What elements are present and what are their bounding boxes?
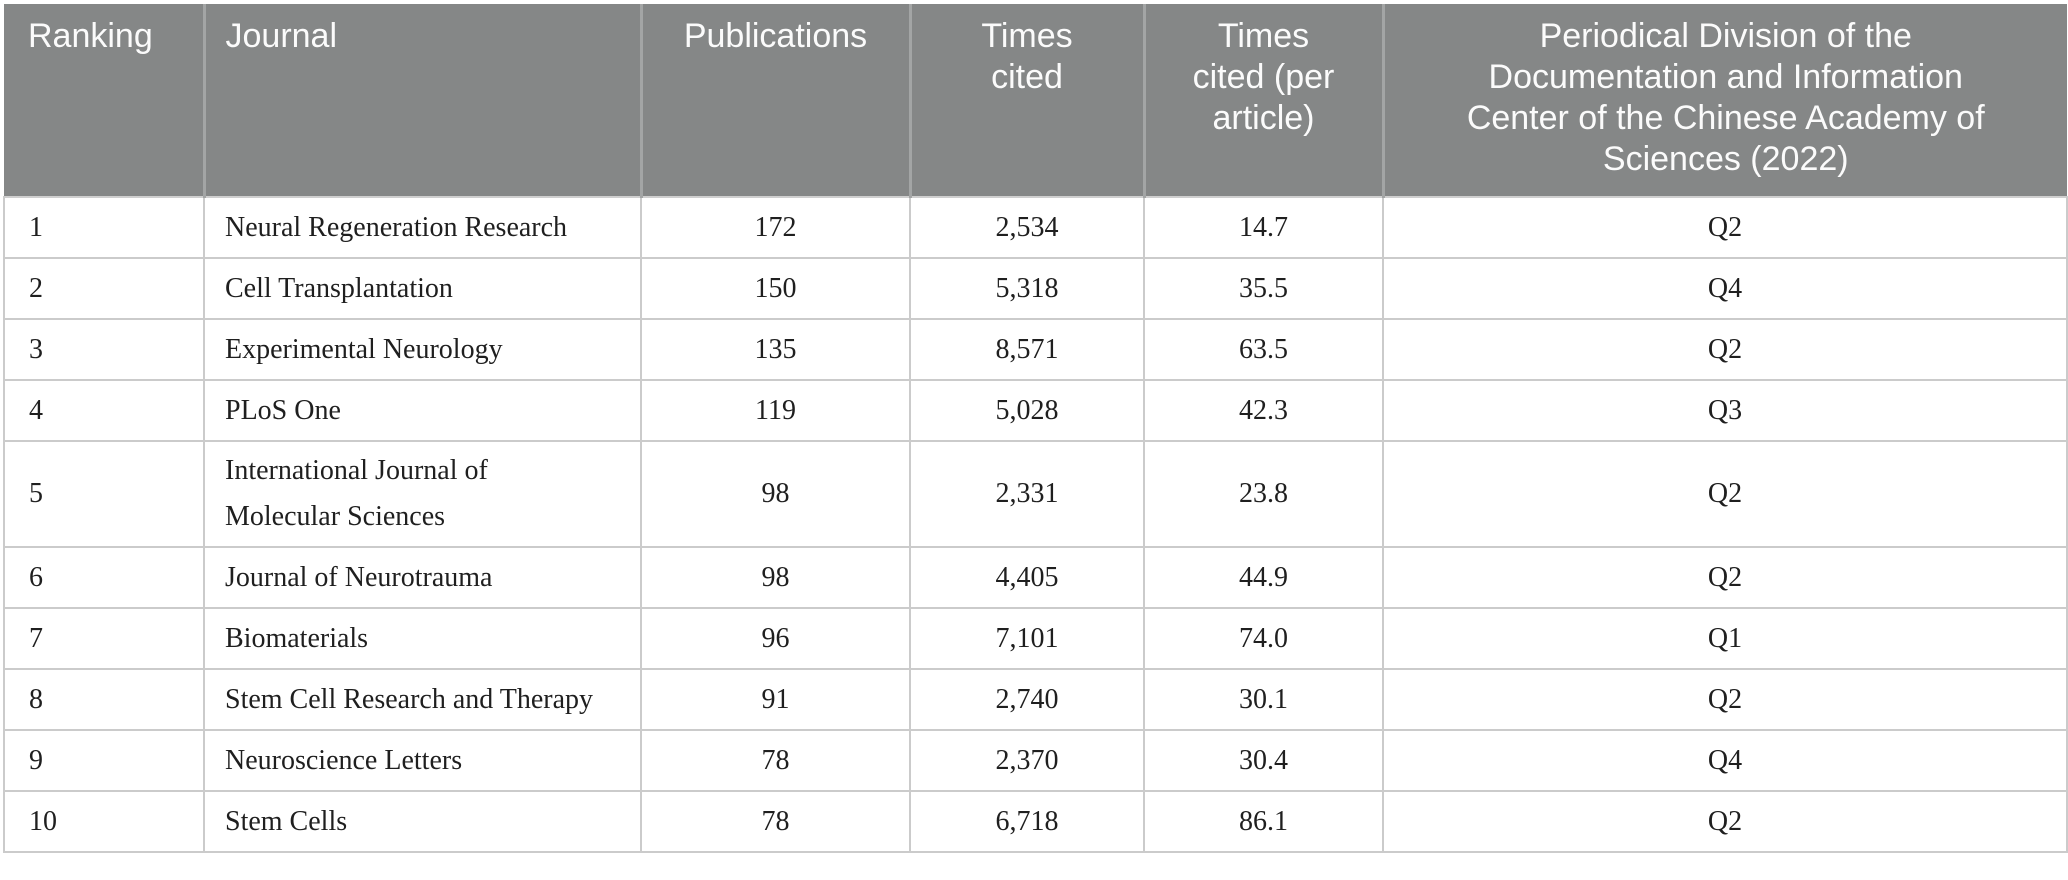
cell-publications: 78: [640, 790, 911, 853]
cell-division: Q2: [1382, 318, 2068, 381]
cell-journal: Experimental Neurology: [203, 318, 642, 381]
cell-times-cited-per-article: 35.5: [1143, 257, 1384, 320]
table-row: 4 PLoS One 119 5,028 42.3 Q3: [3, 379, 2068, 442]
cell-journal: Stem Cell Research and Therapy: [203, 668, 642, 731]
journal-ranking-table-container: Ranking Journal Publications Times cited…: [3, 4, 2068, 853]
cell-times-cited: 2,534: [909, 196, 1145, 259]
cell-journal: Cell Transplantation: [203, 257, 642, 320]
table-row: 5 International Journal of Molecular Scie…: [3, 440, 2068, 548]
cell-journal: Journal of Neurotrauma: [203, 546, 642, 609]
cell-ranking: 4: [3, 379, 205, 442]
cell-publications: 78: [640, 729, 911, 792]
cell-times-cited-per-article: 63.5: [1143, 318, 1384, 381]
cell-times-cited-per-article: 14.7: [1143, 196, 1384, 259]
cell-journal: Stem Cells: [203, 790, 642, 853]
table-row: 1 Neural Regeneration Research 172 2,534 14.…: [3, 196, 2068, 259]
table-row: 10 Stem Cells 78 6,718 86.1 Q2: [3, 790, 2068, 853]
cell-division: Q2: [1382, 440, 2068, 548]
journal-ranking-table: Ranking Journal Publications Times cited…: [3, 4, 2068, 853]
cell-ranking: 6: [3, 546, 205, 609]
column-header-publications: Publications: [639, 4, 910, 197]
cell-times-cited-per-article: 74.0: [1143, 607, 1384, 670]
cell-division: Q4: [1382, 729, 2068, 792]
column-header-ranking: Ranking: [4, 4, 204, 197]
cell-division: Q2: [1382, 790, 2068, 853]
header-row: Ranking Journal Publications Times cited…: [4, 4, 2067, 197]
column-header-times-cited-per-article: Times cited (per article): [1142, 4, 1383, 197]
cell-times-cited-per-article: 30.1: [1143, 668, 1384, 731]
cell-journal: International Journal of Molecular Scien…: [203, 440, 642, 548]
table-header: Ranking Journal Publications Times cited…: [4, 4, 2067, 197]
cell-times-cited: 2,331: [909, 440, 1145, 548]
cell-ranking: 3: [3, 318, 205, 381]
cell-times-cited: 2,740: [909, 668, 1145, 731]
cell-division: Q4: [1382, 257, 2068, 320]
cell-ranking: 10: [3, 790, 205, 853]
cell-publications: 98: [640, 440, 911, 548]
table-row: 7 Biomaterials 96 7,101 74.0 Q1: [3, 607, 2068, 670]
column-header-periodical-division: Periodical Division of the Documentation…: [1381, 4, 2067, 197]
cell-publications: 96: [640, 607, 911, 670]
cell-division: Q1: [1382, 607, 2068, 670]
cell-times-cited: 6,718: [909, 790, 1145, 853]
table-row: 6 Journal of Neurotrauma 98 4,405 44.9 Q2: [3, 546, 2068, 609]
cell-times-cited: 8,571: [909, 318, 1145, 381]
cell-times-cited-per-article: 44.9: [1143, 546, 1384, 609]
cell-journal: Neural Regeneration Research: [203, 196, 642, 259]
cell-publications: 150: [640, 257, 911, 320]
cell-ranking: 5: [3, 440, 205, 548]
cell-times-cited-per-article: 30.4: [1143, 729, 1384, 792]
cell-ranking: 7: [3, 607, 205, 670]
cell-times-cited: 5,318: [909, 257, 1145, 320]
cell-ranking: 2: [3, 257, 205, 320]
table-row: 9 Neuroscience Letters 78 2,370 30.4 Q4: [3, 729, 2068, 792]
cell-journal: PLoS One: [203, 379, 642, 442]
cell-division: Q2: [1382, 196, 2068, 259]
cell-journal: Neuroscience Letters: [203, 729, 642, 792]
cell-times-cited: 4,405: [909, 546, 1145, 609]
cell-division: Q2: [1382, 668, 2068, 731]
cell-times-cited: 2,370: [909, 729, 1145, 792]
table-row: 3 Experimental Neurology 135 8,571 63.5 Q2: [3, 318, 2068, 381]
cell-publications: 91: [640, 668, 911, 731]
column-header-times-cited: Times cited: [908, 4, 1144, 197]
cell-ranking: 1: [3, 196, 205, 259]
cell-ranking: 9: [3, 729, 205, 792]
cell-times-cited: 5,028: [909, 379, 1145, 442]
cell-division: Q3: [1382, 379, 2068, 442]
table-body: 1 Neural Regeneration Research 172 2,534 14.…: [3, 196, 2068, 853]
cell-times-cited: 7,101: [909, 607, 1145, 670]
cell-journal: Biomaterials: [203, 607, 642, 670]
cell-times-cited-per-article: 23.8: [1143, 440, 1384, 548]
cell-times-cited-per-article: 42.3: [1143, 379, 1384, 442]
cell-publications: 98: [640, 546, 911, 609]
cell-division: Q2: [1382, 546, 2068, 609]
column-header-journal: Journal: [202, 4, 641, 197]
table-row: 8 Stem Cell Research and Therapy 91 2,740 30…: [3, 668, 2068, 731]
cell-ranking: 8: [3, 668, 205, 731]
cell-publications: 172: [640, 196, 911, 259]
cell-publications: 119: [640, 379, 911, 442]
cell-times-cited-per-article: 86.1: [1143, 790, 1384, 853]
cell-publications: 135: [640, 318, 911, 381]
table-row: 2 Cell Transplantation 150 5,318 35.5 Q4: [3, 257, 2068, 320]
